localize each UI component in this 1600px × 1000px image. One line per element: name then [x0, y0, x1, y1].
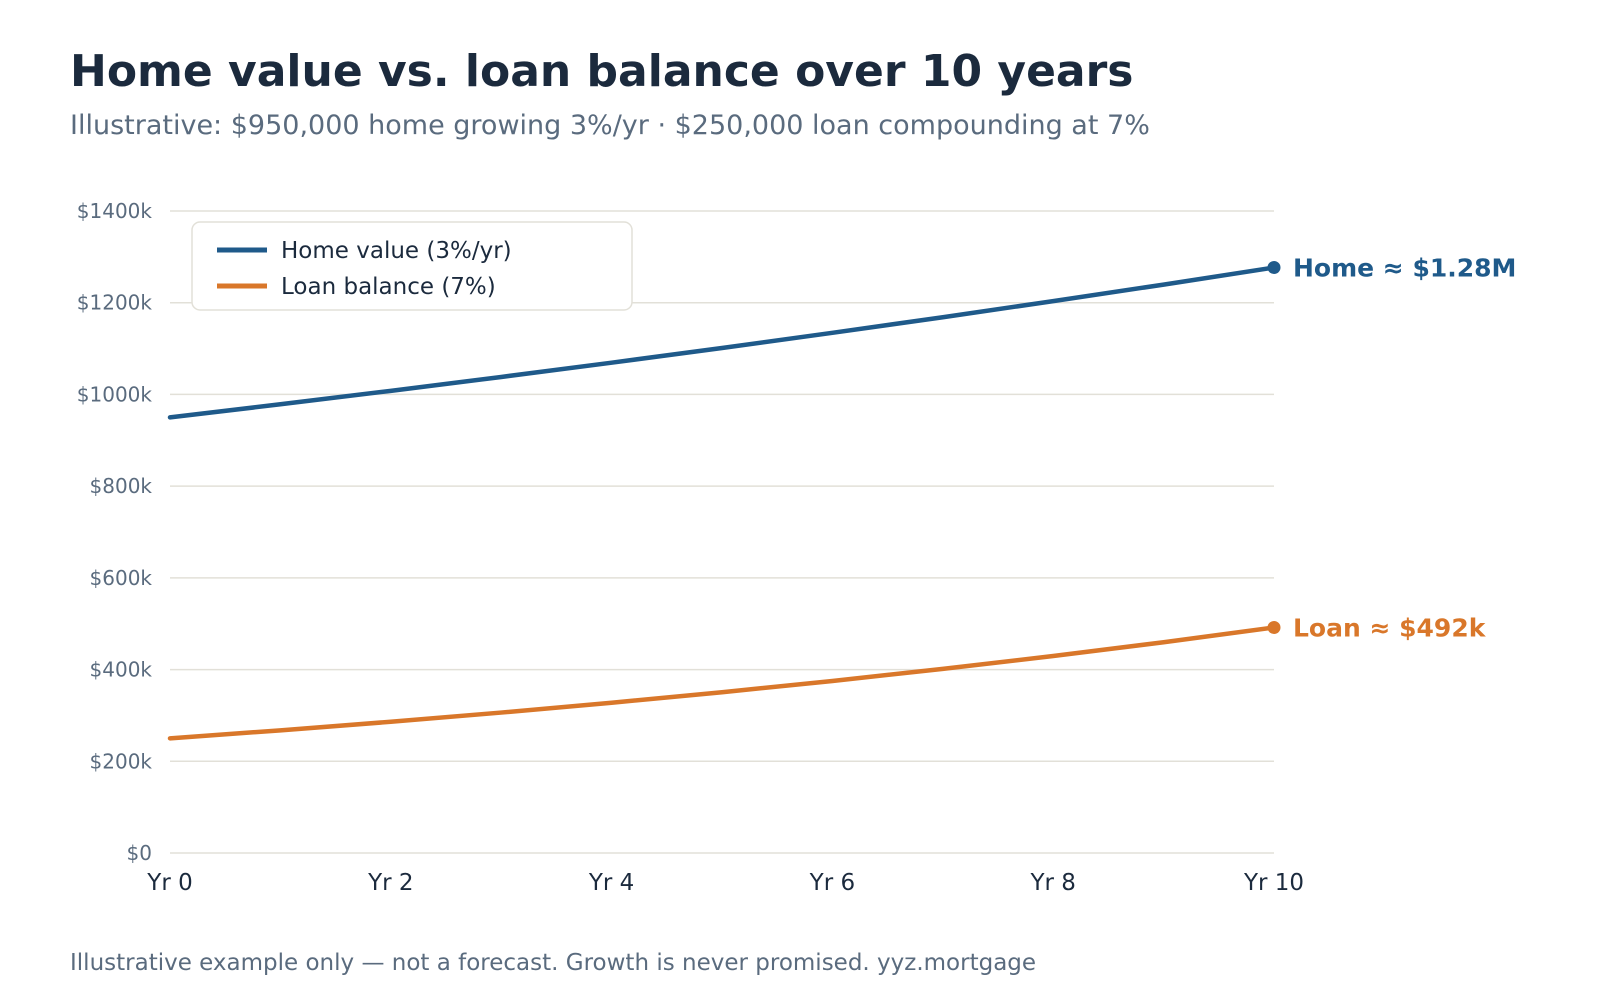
end-value-label: Home ≈ $1.28M — [1293, 254, 1516, 283]
y-tick-label: $400k — [90, 658, 153, 682]
x-tick-label: Yr 4 — [588, 870, 634, 896]
chart-subtitle: Illustrative: $950,000 home growing 3%/y… — [70, 110, 1150, 141]
legend-box — [191, 221, 633, 311]
x-tick-label: Yr 10 — [1243, 870, 1304, 896]
y-axis-ticks: $0 $200k $400k $600k $800k $1000k $1200k $1400k — [77, 199, 153, 865]
chart-title: Home value vs. loan balance over 10 year… — [70, 46, 1134, 97]
end-value-label: Loan ≈ $492k — [1293, 613, 1487, 642]
y-tick-label: $200k — [90, 749, 153, 773]
x-tick-label: Yr 8 — [1029, 870, 1075, 896]
x-tick-label: Yr 2 — [367, 870, 413, 896]
y-tick-label: $800k — [90, 474, 153, 498]
y-tick-label: $600k — [90, 566, 153, 590]
series-line-loan-balance — [167, 625, 1277, 741]
end-point-marker — [1267, 620, 1281, 634]
series-lines — [167, 265, 1277, 741]
y-tick-label: $0 — [127, 841, 152, 865]
x-axis-ticks: Yr 0 Yr 2 Yr 4 Yr 6 Yr 8 Yr 10 — [146, 870, 1304, 896]
legend-label: Home value (3%/yr) — [281, 238, 512, 264]
legend: Home value (3%/yr) Loan balance (7%) — [191, 221, 633, 311]
end-point-marker — [1267, 261, 1281, 275]
legend-label: Loan balance (7%) — [281, 274, 496, 300]
y-tick-label: $1000k — [77, 382, 153, 406]
footer-note: Illustrative example only — not a foreca… — [70, 950, 1037, 976]
end-labels: Home ≈ $1.28M Loan ≈ $492k — [1267, 254, 1516, 642]
y-tick-label: $1400k — [77, 199, 153, 223]
x-tick-label: Yr 0 — [146, 870, 192, 896]
y-tick-label: $1200k — [77, 291, 153, 315]
x-tick-label: Yr 6 — [809, 870, 855, 896]
series-line-home-value — [167, 265, 1277, 420]
